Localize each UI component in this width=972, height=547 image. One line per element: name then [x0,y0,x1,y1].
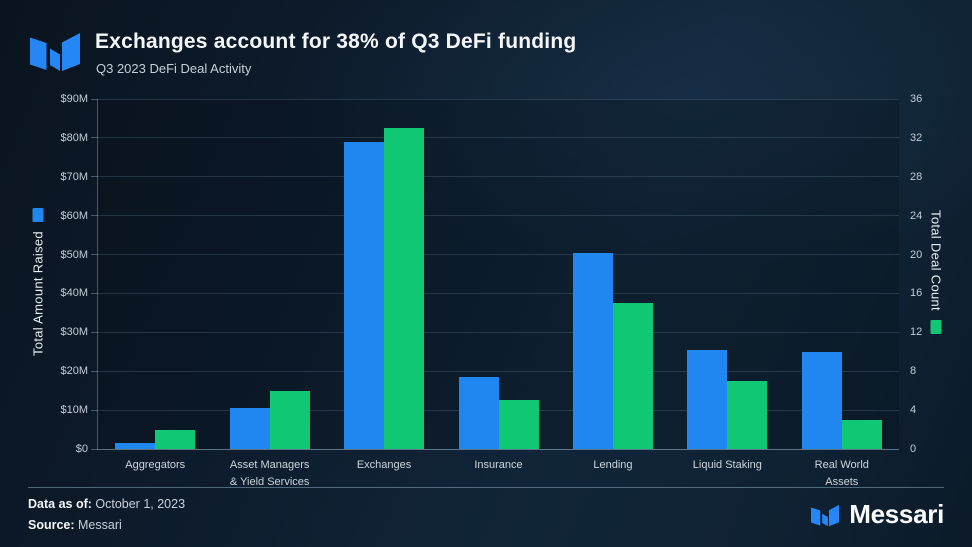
right-axis-tick-label: 32 [910,131,923,144]
brand-wordmark: Messari [849,499,944,529]
right-axis-tick-label: 12 [910,326,923,339]
right-axis-tick-label: 36 [910,93,923,105]
brand: Messari [811,499,944,530]
left-axis-tick [91,254,98,256]
right-axis-tick-label: 24 [910,209,923,222]
data-as-of-value: October 1, 2023 [91,497,186,511]
left-axis-tick-label: $50M [60,248,88,261]
gridline [98,254,899,256]
gridline [98,370,899,372]
left-axis-tick [91,176,98,178]
left-axis-title: Total Amount Raised [31,208,46,356]
bar-total-deal-count [841,419,882,449]
gridline [98,215,899,217]
gridline [98,292,899,294]
bar-total-deal-count [498,400,539,449]
bar-total-amount-raised [344,141,385,449]
right-axis-tick-label: 28 [910,170,923,183]
right-axis-title: Total Deal Count [929,210,944,334]
left-axis-tick [91,409,98,411]
bar-total-deal-count [384,128,425,449]
right-axis-tick-label: 0 [910,443,917,455]
category-label: Liquid Staking [692,459,762,471]
left-axis-tick [91,137,98,139]
source-line: Source: Messari [28,515,185,536]
category-label: Real World Assets [814,459,869,488]
bar-total-amount-raised [458,377,499,449]
right-axis-tick-label: 4 [910,404,917,417]
bar-total-amount-raised [229,408,270,449]
footer: Data as of: October 1, 2023 Source: Mess… [28,487,944,546]
right-axis-tick-label: 16 [910,287,923,300]
right-axis-tick-label: 20 [910,248,923,261]
bar-total-deal-count [155,429,196,449]
left-axis-tick-label: $30M [60,326,88,339]
data-as-of-label: Data as of: [28,497,92,511]
category-label: Lending [593,459,633,471]
category-label: Aggregators [125,459,186,471]
gridline [98,331,899,333]
bar-total-amount-raised [115,443,156,449]
bar-total-deal-count [612,303,653,449]
left-axis-tick-label: $10M [60,404,88,417]
category-label: Asset Managers & Yield Services [229,459,310,488]
bar-total-amount-raised [801,351,842,449]
left-axis-tick-label: $60M [60,209,88,222]
count-legend-swatch-icon [930,319,942,334]
left-axis-tick [91,215,98,217]
left-axis-tick [91,370,98,372]
left-axis-title-label: Total Amount Raised [30,231,46,356]
messari-logo-icon [30,33,80,71]
gridline [98,137,899,139]
amount-legend-swatch-icon [32,208,44,223]
gridline [98,176,899,178]
page-title: Exchanges account for 38% of Q3 DeFi fun… [95,30,577,53]
source-value: Messari [74,517,122,532]
data-as-of-line: Data as of: October 1, 2023 [28,494,185,515]
right-axis-tick-label: 8 [910,365,917,378]
source-label: Source: [28,517,75,532]
right-axis-title-label: Total Deal Count [928,210,944,311]
bar-total-amount-raised [687,349,728,449]
left-axis-tick-label: $70M [60,170,88,183]
left-axis-tick [91,98,98,100]
left-axis-tick [91,292,98,294]
messari-brand-icon [811,504,840,526]
left-axis-tick-label: $40M [60,287,88,300]
category-label: Insurance [474,459,523,471]
footer-notes: Data as of: October 1, 2023 Source: Mess… [28,494,185,535]
left-axis-tick-label: $20M [60,365,88,378]
page-subtitle: Q3 2023 DeFi Deal Activity [96,61,252,76]
left-axis-tick-label: $80M [60,131,88,144]
left-axis-tick-label: $90M [60,93,88,105]
bar-total-amount-raised [572,252,613,449]
left-axis-tick [91,331,98,333]
gridline [98,98,899,100]
bar-total-deal-count [269,390,310,449]
plot-area: $0 0 $10M 4 $20M 8 $30M 12 $40M 16 $50M 20 $60M 24 $70… [60,93,922,488]
bar-total-deal-count [727,380,768,449]
left-axis-tick-label: $0 [75,443,88,455]
left-axis-tick [91,448,98,450]
category-label: Exchanges [356,459,412,471]
